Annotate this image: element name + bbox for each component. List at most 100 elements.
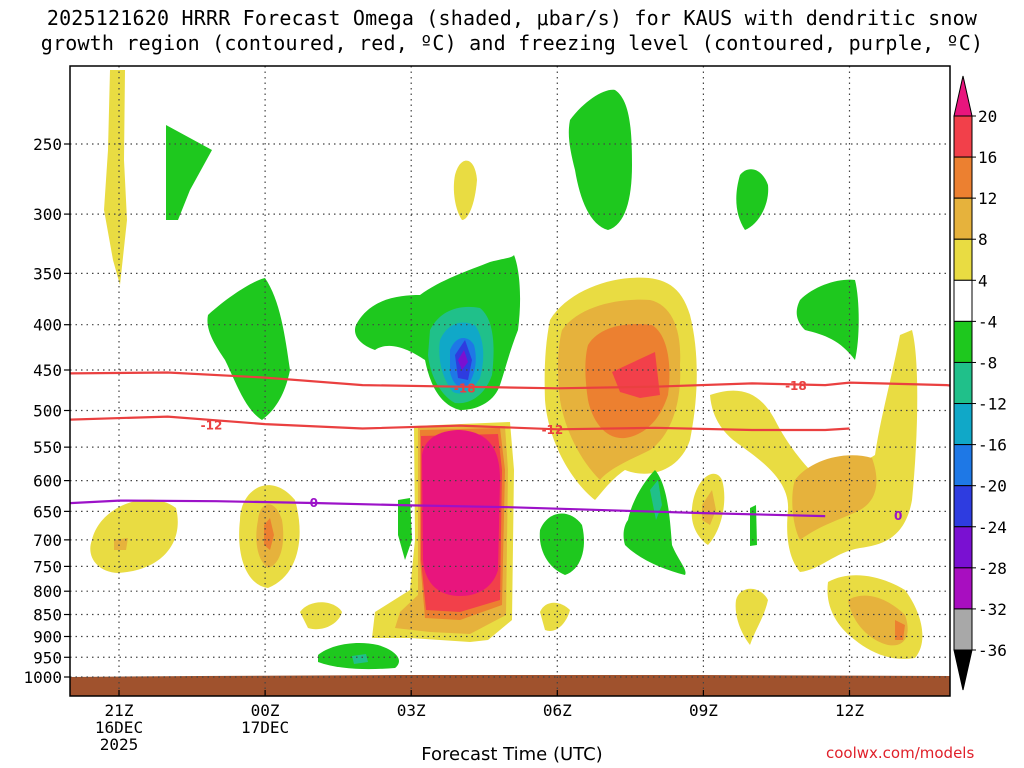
colorbar-label: -36	[978, 641, 1007, 660]
y-tick-label: 450	[33, 361, 62, 380]
colorbar-box	[953, 279, 973, 322]
colorbar-label: -8	[978, 353, 997, 372]
contour-label: -18	[454, 381, 476, 395]
omega-patch-00z-core	[264, 518, 274, 550]
chart-title: 2025121620 HRRR Forecast Omega (shaded, …	[0, 6, 1024, 56]
contour-label: -12	[542, 423, 564, 437]
colorbar-label: 4	[978, 271, 988, 290]
colorbar-label: -32	[978, 600, 1007, 619]
contour-label: -12	[201, 419, 223, 433]
omega-patch-small2	[453, 160, 477, 220]
x-tick-label: 00Z	[251, 701, 280, 720]
colorbar-label: 12	[978, 189, 997, 208]
contour-label: -18	[785, 379, 807, 393]
omega-patch-0830-orange	[702, 490, 716, 525]
colorbar-box	[953, 567, 973, 610]
omega-patch-left-orange	[114, 538, 128, 550]
contour-line	[70, 371, 950, 390]
y-axis: 250 300 350 400 450 500 550 600 650 700 750 800 850 9…	[23, 135, 70, 687]
x-tick-label: 12Z	[835, 701, 864, 720]
plot-frame	[69, 65, 951, 697]
y-tick-label: 650	[33, 502, 62, 521]
y-tick-label: 700	[33, 531, 62, 550]
x-tick-label: 21Z	[105, 701, 134, 720]
colorbar-box	[953, 238, 973, 281]
omega-patch-green-1000	[750, 505, 757, 546]
colorbar-label: -4	[978, 312, 997, 331]
colorbar-label: -16	[978, 436, 1007, 455]
x-tick-label: 09Z	[689, 701, 718, 720]
y-tick-label: 900	[33, 627, 62, 646]
x-tick-label: 16DEC	[95, 718, 143, 737]
y-tick-label: 950	[33, 648, 62, 667]
omega-patch-purple	[458, 350, 468, 370]
omega-patch-right-large	[710, 330, 918, 572]
colorbar-box	[953, 197, 973, 240]
omega-patch-rising-left	[104, 70, 127, 285]
y-tick-label: 800	[33, 582, 62, 601]
omega-patch-green-10z	[736, 169, 769, 230]
credit-link[interactable]: coolwx.com/models	[826, 744, 975, 762]
colorbar-box	[953, 608, 973, 651]
colorbar-box	[953, 115, 973, 158]
colorbar: 20 16 12 8 4 -4 -8 -12 -16 -20 -24 -28 -32 -36	[953, 75, 1007, 691]
colorbar-box	[953, 526, 973, 569]
x-tick-label: 2025	[100, 735, 139, 754]
colorbar-label: -12	[978, 395, 1007, 414]
colorbar-label: 8	[978, 230, 988, 249]
omega-shading	[90, 70, 923, 670]
omega-patch-green1	[166, 125, 212, 220]
x-tick-label: 17DEC	[241, 718, 289, 737]
colorbar-label: 20	[978, 107, 997, 126]
contour-label: 0	[310, 496, 318, 510]
y-tick-label: 300	[33, 205, 62, 224]
contours: -18 -18 -12 -12 0 0	[70, 371, 950, 523]
omega-patch-0930	[735, 588, 768, 645]
chart-title-line2: growth region (contoured, red, ºC) and f…	[40, 31, 984, 55]
omega-patch-left-low	[90, 499, 178, 573]
colorbar-box	[953, 320, 973, 363]
plot-area: -18 -18 -12 -12 0 0	[69, 65, 951, 697]
contour-line	[70, 499, 826, 518]
colorbar-box	[953, 361, 973, 405]
x-axis-label: Forecast Time (UTC)	[421, 744, 603, 765]
x-tick-label: 03Z	[397, 701, 426, 720]
colorbar-label: -20	[978, 477, 1007, 496]
chart-title-line1: 2025121620 HRRR Forecast Omega (shaded, …	[46, 6, 978, 30]
ground	[70, 675, 950, 696]
y-tick-label: 400	[33, 316, 62, 335]
omega-patch-teal-0200	[352, 654, 368, 664]
omega-patch-green-0800	[623, 470, 686, 575]
colorbar-label: 16	[978, 148, 997, 167]
contour-label: 0	[894, 509, 902, 523]
omega-patch-green-03z-low	[398, 498, 412, 560]
colorbar-box	[953, 403, 973, 446]
y-tick-label: 750	[33, 557, 62, 576]
contour-line	[70, 415, 850, 432]
omega-patch-06z-small	[540, 602, 570, 631]
omega-patch-small1	[300, 602, 342, 630]
omega-patch-bottom-right-gold	[848, 595, 908, 646]
omega-patch-right-gold	[792, 455, 877, 540]
colorbar-box	[953, 485, 973, 528]
colorbar-bottom-arrow	[953, 649, 973, 691]
colorbar-box	[953, 444, 973, 487]
y-tick-label: 550	[33, 438, 62, 457]
omega-patch-green2	[207, 278, 290, 420]
grid	[70, 66, 950, 696]
omega-patch-green-0630	[539, 513, 585, 575]
colorbar-label: -28	[978, 559, 1007, 578]
y-tick-label: 500	[33, 402, 62, 421]
colorbar-label: -24	[978, 518, 1007, 537]
omega-patch-green-0700	[568, 89, 632, 230]
y-tick-label: 850	[33, 606, 62, 625]
omega-patch-main-magenta	[422, 430, 500, 596]
x-tick-label: 06Z	[543, 701, 572, 720]
y-tick-label: 250	[33, 135, 62, 154]
omega-patch-bottom-right-orange	[895, 620, 905, 640]
y-tick-label: 600	[33, 472, 62, 491]
omega-patch-green-11z	[796, 279, 859, 360]
y-tick-label: 1000	[23, 668, 62, 687]
